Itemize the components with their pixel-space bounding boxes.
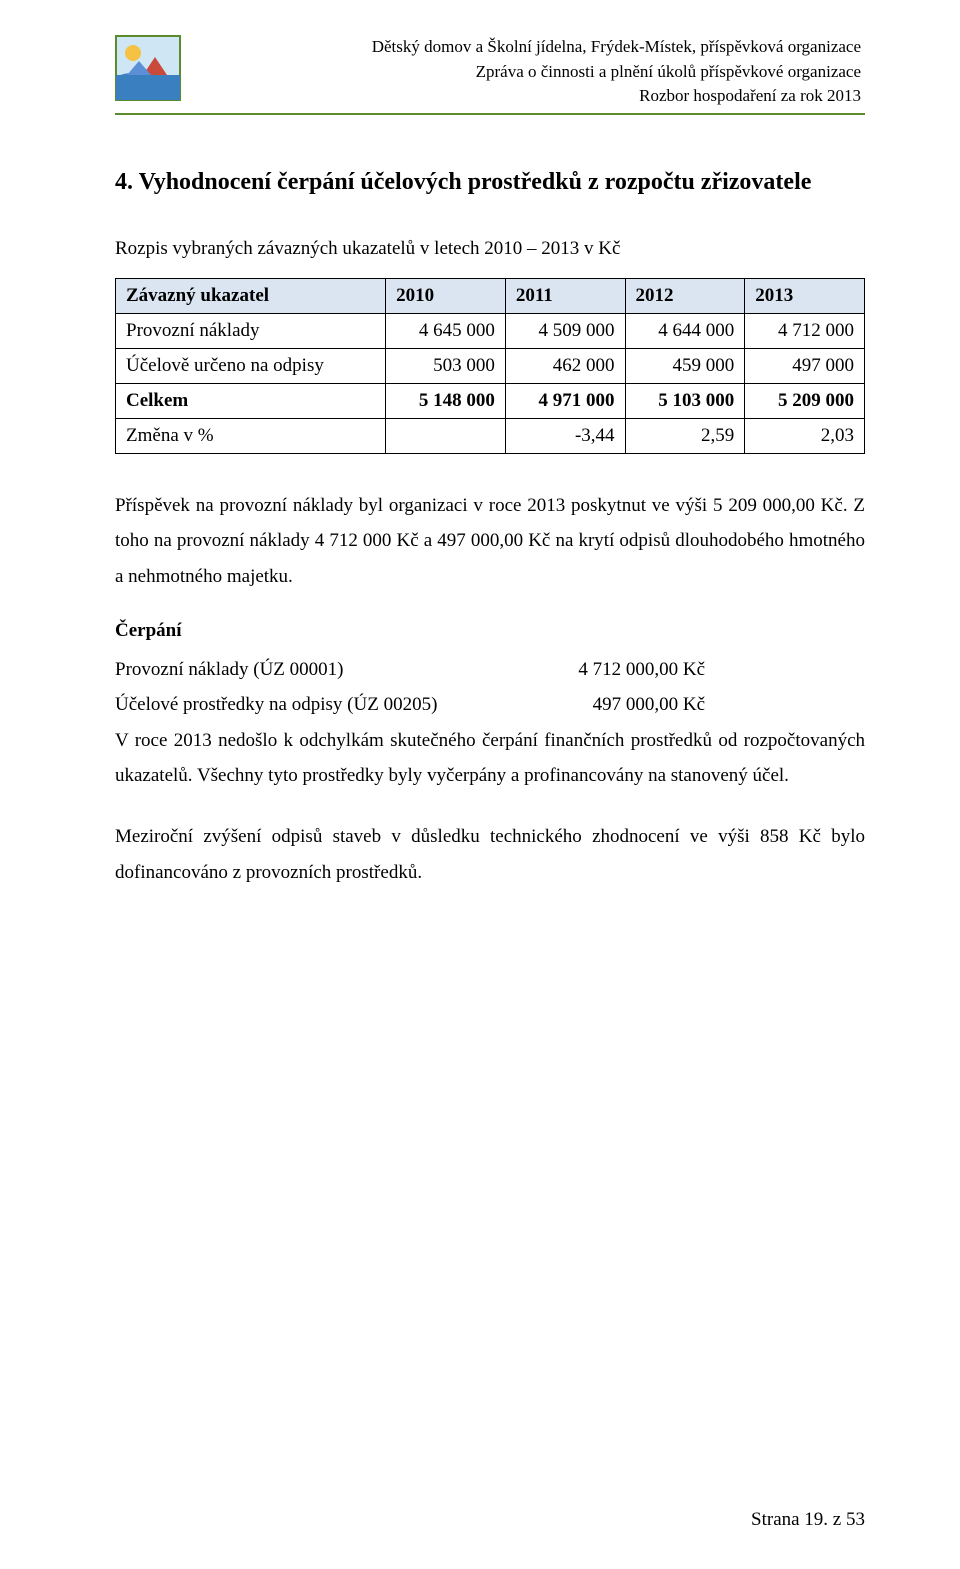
cell-value: 5 209 000: [745, 383, 865, 418]
cell-value: 4 509 000: [505, 313, 625, 348]
col-header: Závazný ukazatel: [116, 278, 386, 313]
paragraph-1: Příspěvek na provozní náklady byl organi…: [115, 488, 865, 594]
kv-row: Provozní náklady (ÚZ 00001) 4 712 000,00…: [115, 652, 865, 687]
kv-value: 497 000,00 Kč: [437, 687, 865, 722]
cell-value: 503 000: [386, 348, 506, 383]
cerpani-heading: Čerpání: [115, 620, 865, 642]
header-rule: [115, 113, 865, 115]
cell-value: [386, 418, 506, 453]
cell-label: Změna v %: [116, 418, 386, 453]
cell-value: 4 645 000: [386, 313, 506, 348]
header-text-block: Dětský domov a Školní jídelna, Frýdek-Mí…: [199, 35, 865, 109]
cell-label: Účelově určeno na odpisy: [116, 348, 386, 383]
cell-value: 2,59: [625, 418, 745, 453]
org-logo: [115, 35, 181, 101]
cell-value: 2,03: [745, 418, 865, 453]
cell-value: 497 000: [745, 348, 865, 383]
indicators-table: Závazný ukazatel 2010 2011 2012 2013 Pro…: [115, 278, 865, 454]
section-title: 4. Vyhodnocení čerpání účelových prostře…: [115, 169, 865, 196]
header-line-3: Rozbor hospodaření za rok 2013: [199, 84, 861, 109]
cell-label: Provozní náklady: [116, 313, 386, 348]
header-line-1: Dětský domov a Školní jídelna, Frýdek-Mí…: [199, 35, 861, 60]
section-subtitle: Rozpis vybraných závazných ukazatelů v l…: [115, 238, 865, 260]
cell-value: -3,44: [505, 418, 625, 453]
col-header: 2011: [505, 278, 625, 313]
cell-value: 5 103 000: [625, 383, 745, 418]
kv-label: Provozní náklady (ÚZ 00001): [115, 652, 343, 687]
table-row: Provozní náklady 4 645 000 4 509 000 4 6…: [116, 313, 865, 348]
table-row: Účelově určeno na odpisy 503 000 462 000…: [116, 348, 865, 383]
table-row: Změna v % -3,44 2,59 2,03: [116, 418, 865, 453]
cell-value: 5 148 000: [386, 383, 506, 418]
paragraph-2: V roce 2013 nedošlo k odchylkám skutečné…: [115, 723, 865, 794]
kv-row: Účelové prostředky na odpisy (ÚZ 00205) …: [115, 687, 865, 722]
cell-label: Celkem: [116, 383, 386, 418]
paragraph-3: Meziroční zvýšení odpisů staveb v důsled…: [115, 819, 865, 890]
cell-value: 4 712 000: [745, 313, 865, 348]
cell-value: 462 000: [505, 348, 625, 383]
cell-value: 459 000: [625, 348, 745, 383]
cell-value: 4 644 000: [625, 313, 745, 348]
table-header-row: Závazný ukazatel 2010 2011 2012 2013: [116, 278, 865, 313]
col-header: 2012: [625, 278, 745, 313]
table-row: Celkem 5 148 000 4 971 000 5 103 000 5 2…: [116, 383, 865, 418]
page-number: Strana 19. z 53: [751, 1509, 865, 1531]
header-line-2: Zpráva o činnosti a plnění úkolů příspěv…: [199, 60, 861, 85]
cell-value: 4 971 000: [505, 383, 625, 418]
kv-value: 4 712 000,00 Kč: [343, 652, 865, 687]
col-header: 2013: [745, 278, 865, 313]
kv-label: Účelové prostředky na odpisy (ÚZ 00205): [115, 687, 437, 722]
col-header: 2010: [386, 278, 506, 313]
